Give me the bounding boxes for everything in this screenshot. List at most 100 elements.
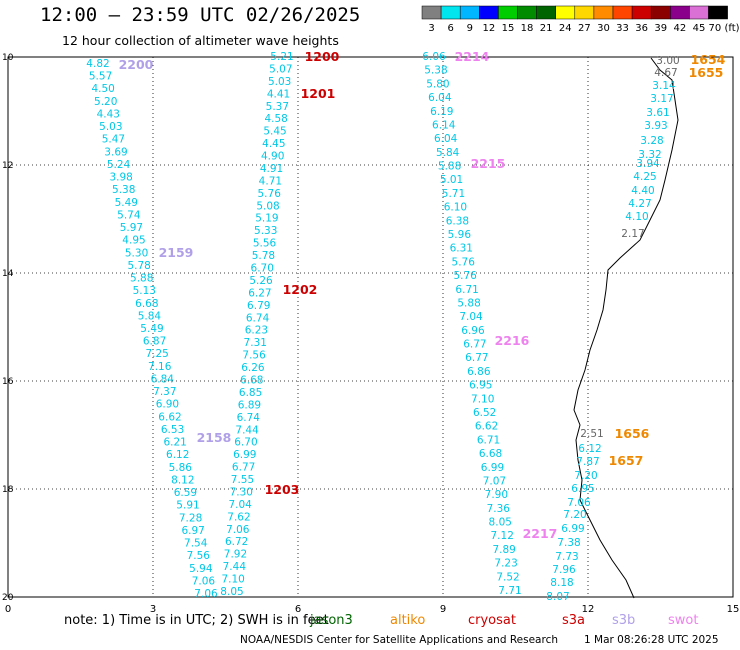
swot-track-value: 4.43	[97, 108, 120, 120]
cryosat-track-value: 6.10	[444, 202, 467, 214]
cryosat-track-value: 7.07	[483, 475, 506, 487]
cryosat-track-value: 6.71	[477, 434, 500, 446]
swot-track-value: 4.95	[122, 235, 145, 247]
time-label: 1657	[609, 453, 644, 468]
swot-track-value: 5.91	[176, 500, 199, 512]
s3a-track-value: 6.79	[247, 300, 270, 312]
cryosat-track-value: 6.06	[422, 51, 446, 63]
s3a-track-value: 5.08	[256, 200, 279, 212]
swot-track-value: 5.88	[130, 273, 153, 285]
s3a-track-value: 7.31	[244, 337, 267, 349]
cryosat-track-value: 6.77	[463, 339, 486, 351]
s3a-track-value: 6.99	[233, 449, 256, 461]
coast-track-value: 7.06	[567, 497, 591, 509]
coast-track-value: 7.38	[557, 537, 580, 549]
swot-track-value: 5.74	[117, 209, 141, 221]
chart-title: 12:00 – 23:59 UTC 02/26/2025	[40, 4, 361, 26]
colorbar-legend: 3 6 9 12 15 18 21 24 27 30 33 36 39 42 45 70 (ft)	[421, 5, 740, 34]
time-label: 2158	[197, 430, 232, 445]
swot-track-value: 5.49	[115, 197, 138, 209]
cryosat-track-value: 5.01	[440, 174, 463, 186]
colorbar-level-label: 30	[597, 23, 610, 34]
swot-track-value: 5.97	[120, 222, 143, 234]
swot-track-value: 3.69	[104, 146, 127, 158]
sat-s3b: s3b	[612, 613, 636, 628]
cryosat-track-value: 6.62	[475, 421, 498, 433]
s3a-track-value: 4.90	[261, 151, 284, 163]
s3a-track-value: 6.72	[225, 536, 248, 548]
s3a-track-value: 7.62	[227, 511, 250, 523]
plot-frame	[7, 56, 734, 598]
s3a-track-value: 7.30	[230, 486, 253, 498]
s3a-track-value: 7.44	[223, 561, 247, 573]
colorbar-level-label: 24	[559, 23, 572, 34]
colorbar-level-label: 39	[654, 23, 667, 34]
y-tick-label: 12	[2, 161, 13, 171]
y-tick-label: 18	[2, 485, 14, 495]
colorbar-level-label: 15	[502, 23, 515, 34]
coast-track-value: 7.20	[563, 509, 586, 521]
colorbar-level-label: 6	[447, 23, 453, 34]
swot-track-value: 5.13	[133, 285, 156, 297]
coast-track-value: 3.14	[652, 80, 676, 92]
colorbar-level-label: 12	[482, 23, 495, 34]
swot-track-value: 5.86	[169, 462, 193, 474]
sat-jason3: jason3	[310, 613, 353, 628]
x-tick-label: 15	[727, 604, 740, 615]
swot-track-value: 5.84	[138, 310, 162, 322]
s3a-track-value: 7.04	[228, 499, 252, 511]
coast-track-value: 8.07	[546, 591, 569, 603]
coast-track-value: 7.20	[574, 470, 597, 482]
coast-track-value: 6.99	[561, 523, 584, 535]
cryosat-track-value: 5.38	[424, 65, 447, 77]
x-tick-label: 3	[150, 604, 156, 615]
swot-track-value: 6.62	[158, 411, 181, 423]
cryosat-track-value: 5.96	[448, 229, 472, 241]
coast-track-value: 3.00	[656, 55, 679, 67]
s3a-track-value: 5.78	[252, 250, 275, 262]
swot-track-value: 3.98	[109, 172, 132, 184]
cryosat-track-value: 5.88	[438, 161, 461, 173]
time-label: 2215	[471, 156, 506, 171]
s3a-track-value: 7.06	[226, 524, 250, 536]
swot-track-value: 6.90	[156, 399, 179, 411]
cryosat-track-value: 6.68	[479, 448, 502, 460]
swot-track-value: 6.68	[135, 298, 158, 310]
x-tick-label: 9	[440, 604, 446, 615]
y-tick-label: 16	[2, 377, 14, 387]
cryosat-track-value: 6.99	[481, 462, 504, 474]
s3a-track-value: 6.70	[234, 437, 257, 449]
cryosat-track-value: 6.38	[446, 215, 469, 227]
colorbar-level-label: 3	[428, 23, 434, 34]
time-label: 2200	[119, 57, 154, 72]
colorbar-level-label: 36	[635, 23, 648, 34]
cryosat-track-value: 7.89	[492, 544, 515, 556]
swot-track-value: 6.21	[163, 437, 186, 449]
s3a-track-value: 5.37	[266, 101, 289, 113]
coast-track-value: 3.61	[646, 107, 669, 119]
s3a-track-value: 6.68	[240, 374, 263, 386]
s3a-track-value: 5.33	[254, 225, 277, 237]
cryosat-track-value: 6.19	[430, 106, 453, 118]
cryosat-track-value: 5.88	[457, 297, 480, 309]
coast-track-value: 8.18	[550, 577, 573, 589]
swot-track-value: 6.59	[174, 487, 197, 499]
sat-cryosat: cryosat	[468, 613, 516, 628]
cryosat-track-value: 6.04	[428, 92, 452, 104]
time-label: 2159	[159, 245, 194, 260]
swot-track-value: 8.12	[171, 474, 194, 486]
swot-track-value: 5.47	[102, 134, 125, 146]
coast-track-value: 3.17	[650, 93, 673, 105]
cryosat-track-value: 7.12	[491, 530, 514, 542]
swot-track-value: 7.06	[194, 588, 218, 600]
coast-track-value: 7.96	[552, 564, 576, 576]
coast-track-value: 7.87	[576, 456, 599, 468]
cryosat-track-value: 7.10	[471, 393, 494, 405]
s3a-track-value: 5.76	[258, 188, 282, 200]
cryosat-track-value: 6.04	[434, 133, 458, 145]
time-label: 2214	[455, 49, 490, 64]
x-tick-label: 12	[582, 604, 595, 615]
cryosat-track-value: 7.90	[485, 489, 508, 501]
cryosat-track-value: 5.76	[452, 256, 476, 268]
cryosat-track-value: 6.52	[473, 407, 496, 419]
